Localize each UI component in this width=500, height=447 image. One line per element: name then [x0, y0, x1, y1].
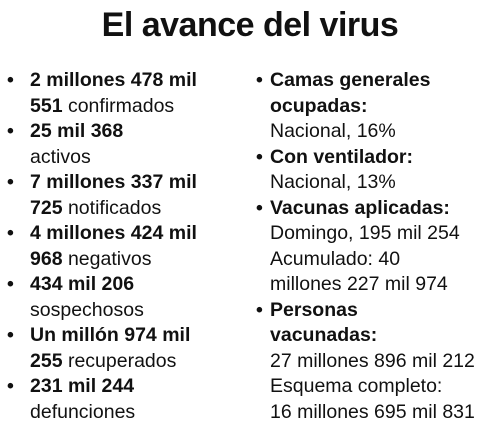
stat-personas-vacunadas: • Personas vacunadas: 27 millones 896 mi… — [256, 298, 500, 426]
stat-value-vacunadas: 27 millones 896 mil 212 — [270, 349, 475, 372]
stat-negativos: • 4 millones 424 mil 968 negativos — [4, 221, 244, 272]
stat-value-domingo: Domingo, 195 mil 254 — [270, 222, 460, 244]
stat-notificados: • 7 millones 337 mil 725 notificados — [4, 170, 244, 221]
stat-heading: Vacunas aplicadas: — [270, 196, 450, 219]
stat-value-acumulado-cont: millones 227 mil 974 — [270, 273, 448, 295]
bullet-icon: • — [256, 298, 263, 321]
stat-label-esquema: Esquema completo: — [270, 375, 443, 397]
bullet-icon: • — [256, 145, 263, 168]
bullet-icon: • — [7, 69, 14, 91]
bullet-icon: • — [7, 375, 14, 397]
stat-label: defunciones — [30, 400, 136, 423]
stat-value: 434 mil 206 — [30, 273, 135, 295]
stat-ventilador: • Con ventilador: Nacional, 13% — [256, 145, 500, 196]
stat-value-cont: 255 — [30, 349, 63, 372]
page-title: El avance del virus — [101, 6, 399, 44]
bullet-icon: • — [7, 120, 14, 142]
stat-label: activos — [30, 145, 91, 168]
stat-value: Un millón 974 mil — [30, 324, 191, 346]
stat-value-cont: 551 — [30, 94, 63, 117]
stat-value: 7 millones 337 mil — [30, 171, 197, 193]
stat-heading: Personas — [270, 298, 358, 321]
stat-label: confirmados — [62, 94, 175, 117]
bullet-icon: • — [7, 171, 14, 193]
stat-activos: • 25 mil 368 activos — [4, 119, 244, 170]
stat-label: sospechosos — [30, 298, 144, 321]
stat-label: notificados — [62, 196, 162, 219]
stats-left-column: • 2 millones 478 mil 551 confirmados • 2… — [4, 68, 244, 425]
stat-value: 25 mil 368 — [30, 120, 124, 142]
stats-right-column: • Camas generales ocupadas: Nacional, 16… — [256, 68, 500, 425]
stat-heading-cont: ocupadas: — [270, 94, 368, 117]
stat-value: 2 millones 478 mil — [30, 69, 197, 91]
stat-recuperados: • Un millón 974 mil 255 recuperados — [4, 323, 244, 374]
bullet-icon: • — [256, 196, 263, 219]
bullet-icon: • — [7, 273, 14, 295]
stat-vacunas-aplicadas: • Vacunas aplicadas: Domingo, 195 mil 25… — [256, 196, 500, 298]
bullet-icon: • — [256, 69, 263, 91]
stat-camas-ocupadas: • Camas generales ocupadas: Nacional, 16… — [256, 68, 500, 145]
stat-value: Nacional, 13% — [270, 171, 396, 193]
stat-label: negativos — [62, 247, 152, 270]
stat-value: Nacional, 16% — [270, 120, 396, 142]
stat-value-cont: 725 — [30, 196, 63, 219]
stat-value: 4 millones 424 mil — [30, 222, 197, 244]
stat-heading: Camas generales — [270, 69, 431, 91]
bullet-icon: • — [7, 324, 14, 346]
stat-defunciones: • 231 mil 244 defunciones — [4, 374, 244, 425]
stat-label: recuperados — [62, 349, 177, 372]
stat-heading-cont: vacunadas: — [270, 324, 378, 346]
stat-value-esquema: 16 millones 695 mil 831 — [270, 400, 475, 423]
stat-heading: Con ventilador: — [270, 145, 414, 168]
stat-value-acumulado: Acumulado: 40 — [270, 247, 401, 270]
stat-sospechosos: • 434 mil 206 sospechosos — [4, 272, 244, 323]
bullet-icon: • — [7, 222, 14, 244]
stat-value: 231 mil 244 — [30, 375, 135, 397]
stat-value-cont: 968 — [30, 247, 63, 270]
stat-confirmados: • 2 millones 478 mil 551 confirmados — [4, 68, 244, 119]
